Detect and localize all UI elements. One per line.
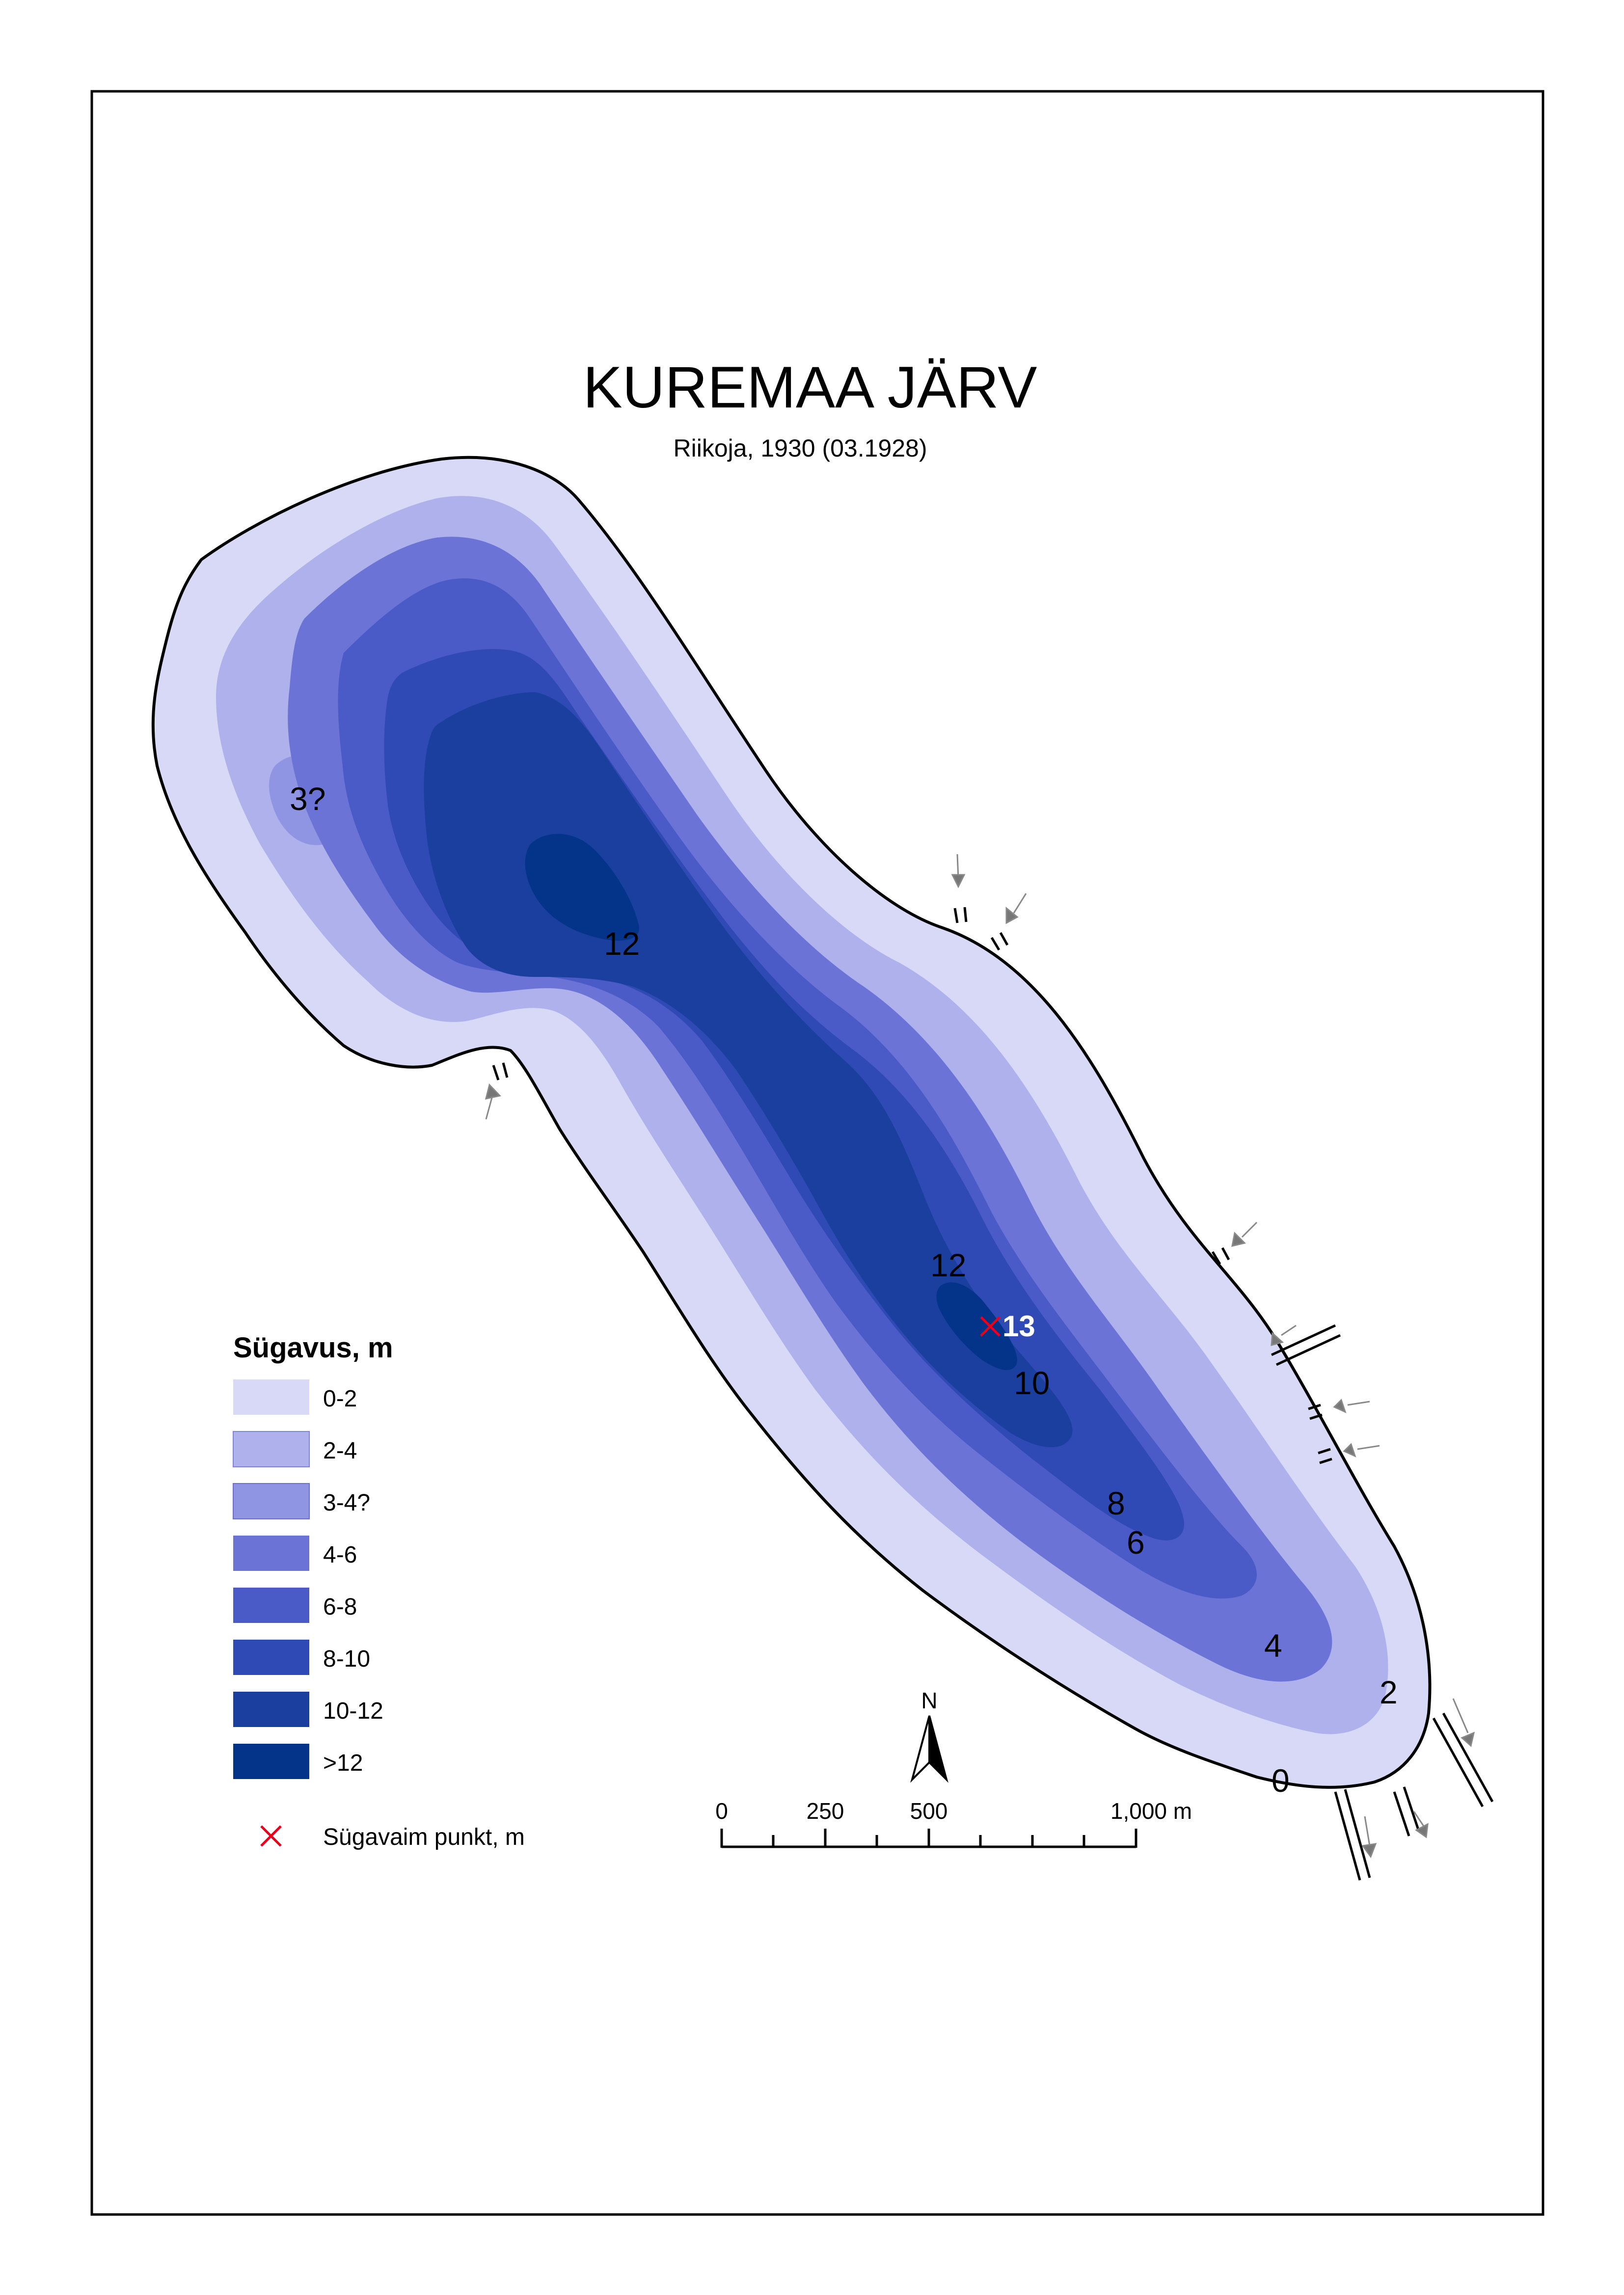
legend-item-0-2: 0-2 xyxy=(233,1379,357,1415)
depth-label-6: 6 xyxy=(1127,1524,1145,1561)
scale-label-1000: 1,000 m xyxy=(1110,1798,1192,1824)
deepest-point-value: 13 xyxy=(1002,1310,1035,1343)
legend-item-4-6: 4-6 xyxy=(233,1536,357,1571)
legend-label: 10-12 xyxy=(323,1698,383,1724)
map-title: KUREMAA JÄRV xyxy=(583,354,1037,420)
legend-item-8-10: 8-10 xyxy=(233,1640,370,1675)
legend-item-6-8: 6-8 xyxy=(233,1588,357,1623)
lake-bathymetry xyxy=(151,456,1432,1789)
scale-bar: 0 250 500 1,000 m xyxy=(715,1798,1192,1848)
scale-label-500: 500 xyxy=(910,1798,948,1824)
legend-label: Sügavaim punkt, m xyxy=(323,1824,525,1850)
north-arrow: N xyxy=(910,1688,948,1783)
north-arrow-fill xyxy=(928,1715,948,1783)
north-arrow-label: N xyxy=(921,1688,937,1713)
legend-swatch xyxy=(233,1640,309,1675)
legend-item-2-4: 2-4 xyxy=(233,1431,357,1467)
map-subtitle: Riikoja, 1930 (03.1928) xyxy=(674,434,927,462)
depth-label-3q: 3? xyxy=(290,781,325,817)
legend-label: 4-6 xyxy=(323,1542,357,1568)
scale-label-0: 0 xyxy=(715,1798,728,1824)
legend-label: >12 xyxy=(323,1750,363,1776)
legend-swatch xyxy=(233,1379,309,1415)
legend-swatch xyxy=(233,1588,309,1623)
depth-zone-gt12-south xyxy=(936,1282,1017,1370)
flow-arrows xyxy=(485,854,1475,1859)
legend-label: 8-10 xyxy=(323,1646,370,1672)
streams xyxy=(492,907,1494,1881)
depth-label-4: 4 xyxy=(1264,1627,1282,1664)
legend-swatch xyxy=(233,1536,309,1571)
legend-label: 3-4? xyxy=(323,1490,370,1516)
legend-swatch xyxy=(233,1431,310,1467)
legend-swatch xyxy=(233,1483,310,1519)
depth-label-2: 2 xyxy=(1380,1674,1398,1710)
depth-label-12-south: 12 xyxy=(930,1247,966,1283)
depth-label-8: 8 xyxy=(1107,1485,1125,1521)
legend-swatch xyxy=(233,1692,309,1727)
deepest-point-symbol xyxy=(260,1825,282,1847)
legend-label: 6-8 xyxy=(323,1594,357,1620)
deepest-point-marker xyxy=(980,1316,1001,1337)
legend-item-3-4q: 3-4? xyxy=(233,1483,370,1519)
legend-label: 0-2 xyxy=(323,1386,357,1412)
depth-label-0: 0 xyxy=(1272,1762,1290,1799)
legend: Sügavus, m 0-2 2-4 3-4? 4-6 6-8 8-10 10-… xyxy=(233,1332,525,1850)
scale-label-250: 250 xyxy=(807,1798,844,1824)
legend-item-gt12: >12 xyxy=(233,1744,363,1779)
legend-title: Sügavus, m xyxy=(233,1332,393,1364)
depth-label-12-north: 12 xyxy=(604,925,640,962)
legend-item-deepest-point: Sügavaim punkt, m xyxy=(260,1824,525,1850)
depth-label-10: 10 xyxy=(1014,1365,1050,1401)
depth-zone-gt12-north xyxy=(525,834,639,941)
legend-label: 2-4 xyxy=(323,1438,357,1464)
legend-item-10-12: 10-12 xyxy=(233,1692,383,1727)
legend-swatch xyxy=(233,1744,309,1779)
